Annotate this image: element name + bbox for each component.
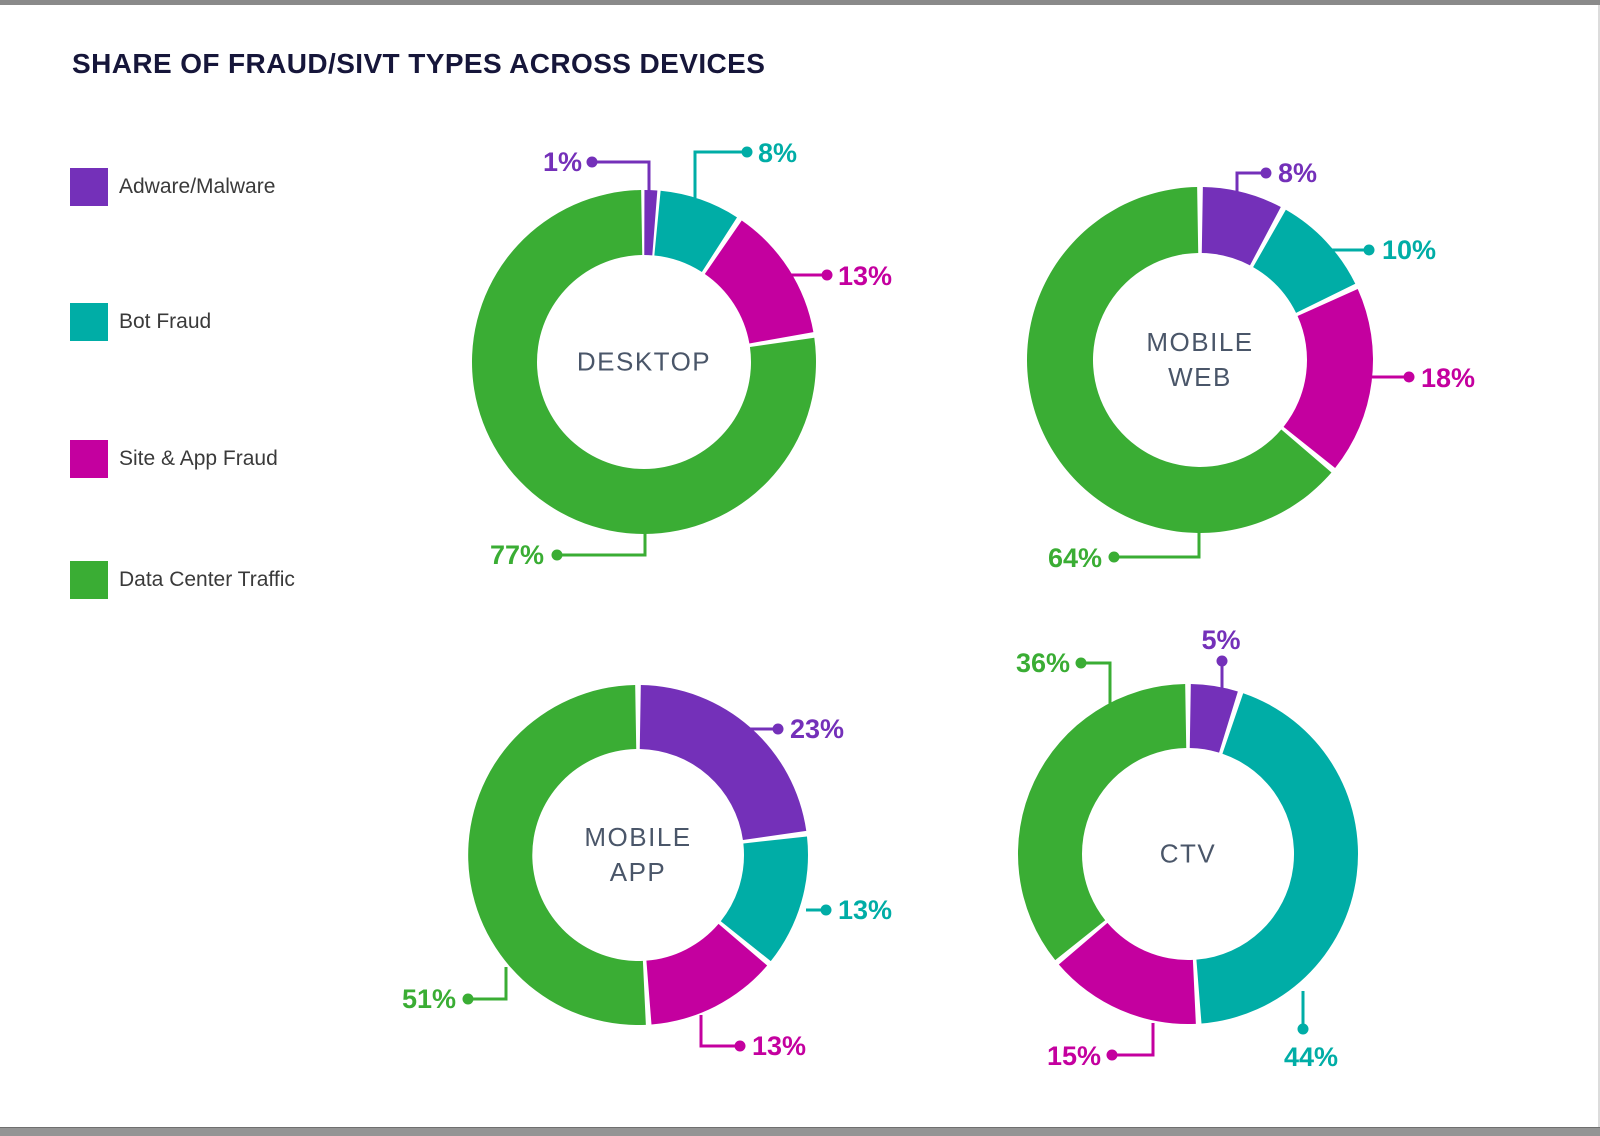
leader-dot-dc [1108, 551, 1120, 563]
slice-bot-fraud [720, 836, 809, 962]
donut-mobile-app [462, 685, 832, 1052]
leader-dot-bot [1297, 1023, 1309, 1035]
donut-mobile-web [1027, 167, 1415, 563]
slice-pct-label-dc: 51% [401, 984, 456, 1014]
legend-item-label: Data Center Traffic [119, 568, 295, 591]
top-frame-bar [0, 0, 1600, 5]
leader-dot-adware [1260, 167, 1272, 179]
donut-center-label-mobile-app: MOBILE APP [584, 820, 691, 890]
leader-dot-adware [772, 723, 784, 735]
leader-line-dc [1114, 531, 1201, 559]
slice-pct-label-site: 13% [838, 261, 893, 291]
right-frame-edge [1598, 5, 1600, 1127]
leader-dot-bot [1363, 244, 1375, 256]
leader-line-dc [1081, 661, 1112, 707]
legend-item-bot: Bot Fraud [70, 303, 211, 341]
slice-pct-label-dc: 77% [489, 540, 544, 570]
leader-dot-site [734, 1040, 746, 1052]
slice-pct-label-bot: 10% [1382, 235, 1437, 265]
legend-item-adware: Adware/Malware [70, 168, 275, 206]
donut-center-label-desktop: DESKTOP [577, 345, 711, 380]
legend-item-label: Adware/Malware [119, 175, 276, 198]
center-label-line: APP [609, 857, 667, 887]
slice-pct-label-adware: 23% [790, 714, 845, 744]
leader-line-bot [693, 150, 747, 198]
slice-pct-label-bot: 13% [838, 895, 893, 925]
leader-line-adware [1235, 171, 1266, 194]
leader-dot-bot [820, 904, 832, 916]
leader-dot-bot [741, 146, 753, 158]
donut-desktop [471, 146, 833, 561]
slice-pct-label-adware: 8% [1278, 158, 1318, 188]
legend-color-swatch [70, 561, 108, 599]
slice-data-center-traffic [468, 685, 646, 1025]
leader-dot-dc [462, 993, 474, 1005]
slice-pct-label-adware: 1% [542, 147, 582, 177]
leader-dot-site [1403, 371, 1415, 383]
slice-site-app-fraud [646, 923, 768, 1025]
slice-data-center-traffic [471, 190, 816, 534]
leader-dot-adware [586, 156, 598, 168]
slice-bot-fraud [1196, 693, 1359, 1024]
leader-dot-dc [551, 549, 563, 561]
slice-pct-label-dc: 36% [1015, 648, 1070, 678]
leader-line-dc [468, 967, 508, 1001]
slice-data-center-traffic [1027, 187, 1332, 533]
legend-color-swatch [70, 440, 108, 478]
slice-data-center-traffic [1017, 684, 1187, 961]
slice-bot-fraud [1253, 209, 1356, 313]
slice-site-app-fraud [1058, 922, 1196, 1025]
page-title: SHARE OF FRAUD/SIVT TYPES ACROSS DEVICES [72, 47, 766, 79]
legend-color-swatch [70, 303, 108, 341]
slice-adware-malware [639, 685, 807, 840]
center-label-line: MOBILE [1146, 327, 1254, 357]
legend-color-swatch [70, 168, 108, 206]
slice-site-app-fraud [1283, 288, 1373, 469]
leader-dot-site [1106, 1049, 1118, 1061]
slice-pct-label-bot: 8% [758, 138, 798, 168]
leader-line-adware [592, 160, 651, 194]
center-label-line: MOBILE [584, 822, 692, 852]
donut-ctv [1017, 655, 1359, 1061]
slice-pct-label-site: 18% [1421, 363, 1476, 393]
slice-pct-label-site: 13% [752, 1031, 807, 1061]
slice-pct-label-adware: 5% [1201, 625, 1241, 655]
center-label-line: DESKTOP [576, 346, 712, 377]
slice-site-app-fraud [704, 220, 814, 344]
leader-line-dc [557, 531, 647, 557]
slice-adware-malware [644, 190, 658, 256]
leader-line-site [699, 1015, 740, 1048]
donut-center-label-mobile-web: MOBILE WEB [1146, 325, 1253, 395]
donut-center-label-ctv: CTV [1160, 837, 1217, 872]
slice-adware-malware [1189, 684, 1238, 753]
slice-pct-label-bot: 44% [1283, 1042, 1339, 1072]
legend-item-dc: Data Center Traffic [70, 561, 295, 599]
leader-dot-site [821, 269, 833, 281]
bottom-frame-bar [0, 1127, 1600, 1136]
center-label-line: CTV [1159, 838, 1217, 869]
slice-pct-label-dc: 64% [1047, 543, 1102, 573]
legend-item-label: Site & App Fraud [119, 447, 278, 470]
legend-item-site: Site & App Fraud [70, 440, 278, 478]
slice-adware-malware [1201, 187, 1281, 266]
leader-line-site [1112, 1023, 1155, 1057]
slice-pct-label-site: 15% [1046, 1041, 1101, 1071]
slice-bot-fraud [654, 190, 738, 272]
legend-item-label: Bot Fraud [119, 310, 212, 333]
leader-dot-dc [1075, 657, 1087, 669]
center-label-line: WEB [1168, 362, 1232, 392]
leader-dot-adware [1216, 655, 1228, 667]
